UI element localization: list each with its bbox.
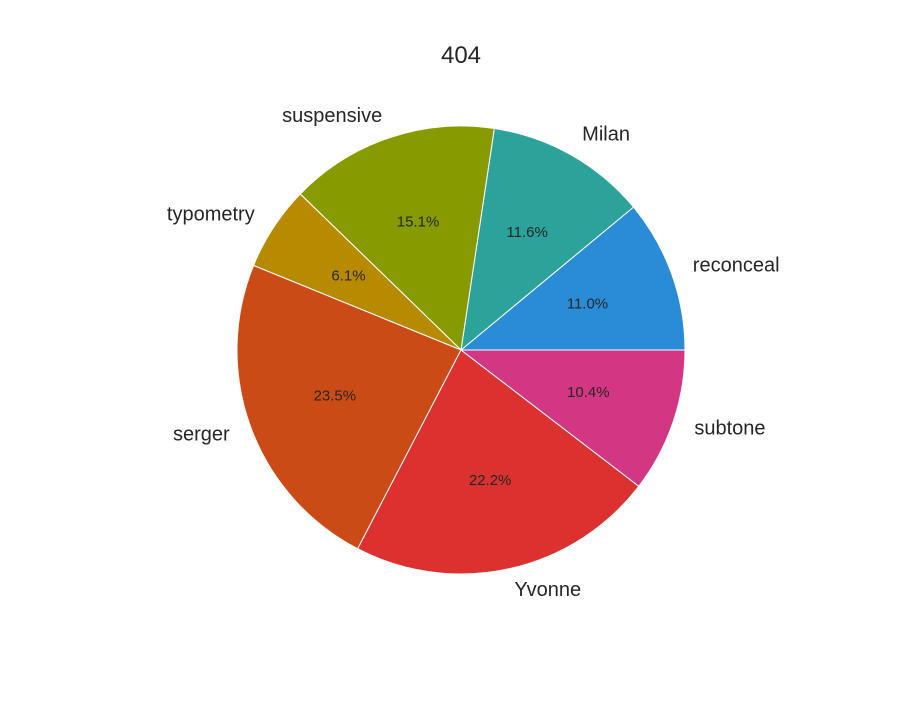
pie-slice-serger: [236, 264, 462, 550]
chart-title: 404: [441, 42, 481, 69]
slice-label-serger: serger: [173, 423, 230, 445]
slice-percent-suspensive: 15.1%: [397, 214, 440, 231]
pie-slice-suspensive: [299, 125, 495, 352]
slice-percent-yvonne: 22.2%: [469, 472, 512, 489]
pie-labels: reconceal 11.0% Milan 11.6% suspensive 15.1% t…: [167, 105, 780, 601]
slice-label-typometry: typometry: [167, 204, 255, 226]
slice-percent-milan: 11.6%: [506, 224, 547, 241]
slice-percent-serger: 23.5%: [314, 387, 357, 404]
pie-slice-milan: [460, 127, 635, 352]
pie-slice-reconceal: [459, 206, 686, 351]
slice-label-subtone: subtone: [694, 417, 765, 439]
slice-percent-reconceal: 11.0%: [567, 295, 608, 312]
pie-slice-yvonne: [356, 349, 640, 575]
slice-label-milan: Milan: [582, 124, 630, 146]
slice-percent-typometry: 6.1%: [331, 267, 365, 284]
pie-slices: [236, 125, 686, 575]
slice-label-reconceal: reconceal: [693, 255, 780, 277]
slice-label-yvonne: Yvonne: [514, 579, 581, 601]
pie-slice-subtone: [459, 349, 686, 487]
slice-percent-subtone: 10.4%: [567, 384, 610, 401]
slice-label-suspensive: suspensive: [282, 105, 382, 127]
